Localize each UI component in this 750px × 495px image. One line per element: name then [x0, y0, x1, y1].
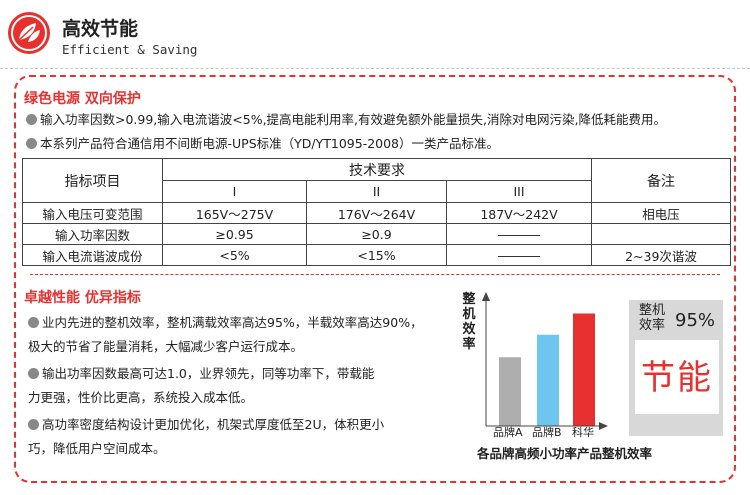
x-tick-label: 品牌B — [532, 426, 562, 439]
dash-line — [498, 234, 540, 236]
cell-v3 — [446, 223, 592, 245]
bullet-dot-icon — [26, 114, 37, 125]
leaf-logo-icon — [8, 12, 50, 54]
page-title: 高效节能 — [62, 18, 139, 40]
energy-saving-text: 节能 — [641, 358, 713, 398]
spec-table: 指标项目 技术要求 备注 I II III 输入电压可变范围 165V～275V… — [22, 158, 731, 266]
chart-caption: 各品牌高频小功率产品整机效率 — [477, 446, 653, 461]
bullet-text: 力更强，性价比更高，系统投入成本低。 — [28, 390, 254, 405]
bullet-dot-icon — [26, 138, 37, 149]
x-axis-arrow-icon — [599, 422, 608, 430]
table-header-row: 指标项目 技术要求 备注 — [22, 158, 731, 203]
header-divider — [0, 68, 750, 69]
bullet-text: 本系列产品符合通信用不间断电源-UPS标准（YD/YT1095-2008）一类产… — [40, 136, 500, 151]
bar-2 — [537, 334, 559, 426]
level-cell: I — [162, 180, 307, 203]
cell-item: 输入电流谐波成份 — [22, 244, 163, 266]
efficiency-label: 整机 效率 — [639, 303, 665, 333]
cell-item: 输入功率因数 — [22, 223, 163, 245]
efficiency-label-text: 整机 效率 — [639, 303, 666, 333]
bullet-text: 高功率密度结构设计更加优化，机架式厚度低至2U，体积更小 — [42, 417, 385, 432]
table-row: 输入电压可变范围 165V～275V 176V～264V 187V～242V 相… — [22, 202, 731, 224]
section2-bullet: 业内先进的整机效率，整机满载效率高达95%，半载效率高达90%， 极大的节省了能… — [28, 311, 448, 359]
efficiency-inner: 节能 — [635, 340, 719, 414]
section1-title: 绿色电源 双向保护 — [24, 91, 141, 107]
cell-note: 相电压 — [591, 202, 731, 224]
content-panel — [14, 75, 736, 483]
chart-ylabel: 整机效率 — [462, 292, 476, 352]
bar-3 — [573, 313, 595, 426]
section-divider — [30, 274, 720, 275]
bullet-text: 极大的节省了能量消耗，大幅减少客户运行成本。 — [28, 339, 304, 354]
efficiency-chart — [482, 292, 608, 430]
cell-v2: <15% — [306, 244, 447, 266]
cell-note — [591, 223, 731, 245]
header-req: 技术要求 — [162, 158, 592, 181]
section1-bullet: 输入功率因数>0.99,输入电流谐波<5%,提高电能利用率,有效避免额外能量损失… — [26, 108, 666, 132]
cell-v1: 165V～275V — [162, 202, 307, 224]
bullet-text: 输出功率因数最高可达1.0，业界领先，同等功率下，带载能 — [42, 366, 375, 381]
table-row: 输入功率因数 ≥0.95 ≥0.9 — [22, 223, 731, 245]
level-cell: II — [306, 180, 447, 203]
header-note: 备注 — [591, 158, 731, 203]
y-axis-arrow-icon — [482, 292, 490, 301]
cell-item: 输入电压可变范围 — [22, 202, 163, 224]
cell-v1: <5% — [162, 244, 307, 266]
cell-v2: 176V～264V — [306, 202, 447, 224]
cell-note: 2~39次谐波 — [591, 244, 731, 266]
bullet-text: 业内先进的整机效率，整机满载效率高达95%，半载效率高达90%， — [42, 315, 423, 330]
dash-line — [498, 255, 540, 257]
bar-1 — [499, 357, 521, 426]
bullet-dot-icon — [28, 368, 39, 379]
efficiency-box: 整机 效率 95% 节能 — [629, 300, 723, 436]
bullet-text: 巧，降低用户空间成本。 — [28, 441, 166, 456]
header-item: 指标项目 — [22, 158, 163, 203]
bullet-dot-icon — [28, 317, 39, 328]
section2-title: 卓越性能 优异指标 — [24, 290, 141, 306]
x-tick-label: 品牌A — [493, 426, 523, 439]
x-tick-label: 科华 — [572, 426, 594, 439]
bullet-dot-icon — [28, 419, 39, 430]
section1-bullet: 本系列产品符合通信用不间断电源-UPS标准（YD/YT1095-2008）一类产… — [26, 132, 499, 156]
section2-bullet: 输出功率因数最高可达1.0，业界领先，同等功率下，带载能 力更强，性价比更高，系… — [28, 362, 448, 410]
bullet-text: 输入功率因数>0.99,输入电流谐波<5%,提高电能利用率,有效避免额外能量损失… — [40, 112, 666, 127]
cell-v2: ≥0.9 — [306, 223, 447, 245]
section2-bullet: 高功率密度结构设计更加优化，机架式厚度低至2U，体积更小 巧，降低用户空间成本。 — [28, 413, 448, 461]
cell-v3 — [446, 244, 592, 266]
cell-v3: 187V～242V — [446, 202, 592, 224]
table-row: 输入电流谐波成份 <5% <15% 2~39次谐波 — [22, 244, 731, 266]
level-cell: III — [446, 180, 592, 203]
cell-v1: ≥0.95 — [162, 223, 307, 245]
page-subtitle: Efficient & Saving — [62, 42, 198, 57]
efficiency-value: 95% — [675, 310, 716, 331]
